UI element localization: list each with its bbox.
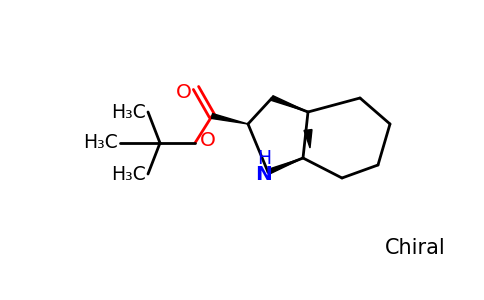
Polygon shape bbox=[271, 96, 308, 112]
Polygon shape bbox=[304, 130, 312, 148]
Text: H₃C: H₃C bbox=[83, 134, 118, 152]
Text: H₃C: H₃C bbox=[111, 164, 146, 184]
Polygon shape bbox=[212, 114, 248, 124]
Text: O: O bbox=[200, 130, 216, 149]
Text: Chiral: Chiral bbox=[385, 238, 445, 258]
Text: H: H bbox=[257, 148, 271, 167]
Text: N: N bbox=[256, 164, 272, 184]
Polygon shape bbox=[267, 158, 303, 174]
Text: H₃C: H₃C bbox=[111, 103, 146, 122]
Text: O: O bbox=[176, 83, 192, 103]
